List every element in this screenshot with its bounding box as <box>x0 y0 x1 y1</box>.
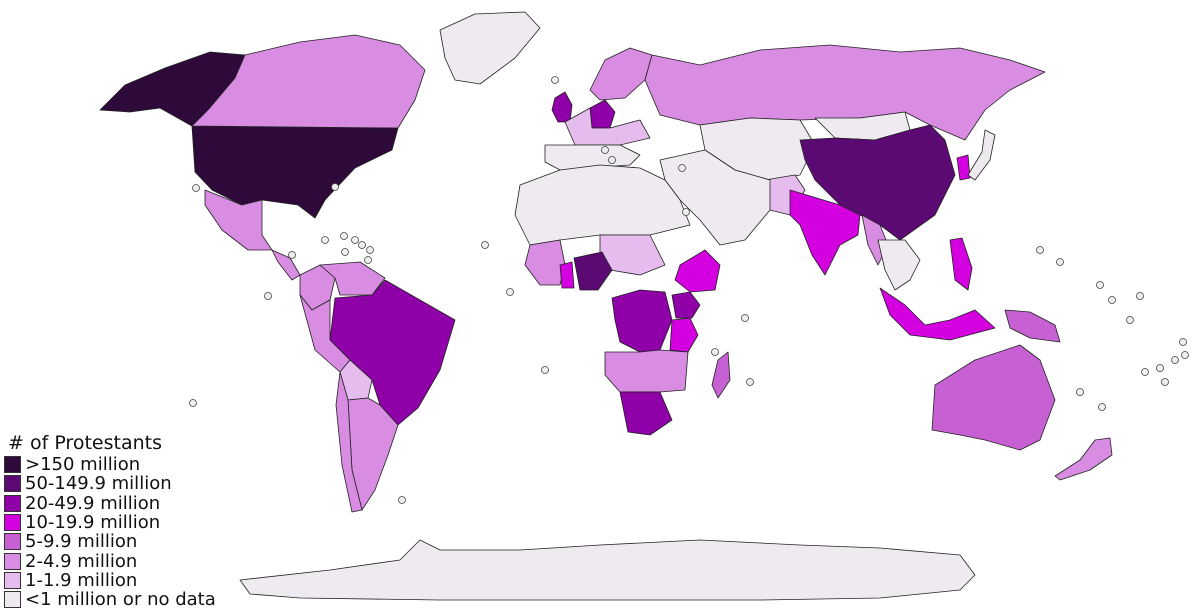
region-southern-europe <box>544 144 641 171</box>
island-marker <box>1108 296 1116 304</box>
legend-title: # of Protestants <box>8 432 162 454</box>
island-marker <box>321 236 329 244</box>
region-nigeria <box>573 251 613 291</box>
legend-swatch <box>4 456 21 474</box>
region-dr-congo <box>611 289 673 353</box>
island-marker <box>264 292 272 300</box>
island-marker <box>1156 364 1164 372</box>
legend-item: 50-149.9 million <box>4 474 254 493</box>
region-north-africa <box>514 164 691 246</box>
island-marker <box>608 156 616 164</box>
island-marker <box>358 241 366 249</box>
region-peru <box>299 294 351 373</box>
island-marker <box>1096 281 1104 289</box>
region-antarctica <box>239 539 976 601</box>
legend-swatch <box>4 552 21 570</box>
region-united-kingdom <box>551 91 573 123</box>
region-united-states <box>191 125 399 219</box>
region-indonesia <box>879 287 996 341</box>
island-marker <box>1141 368 1149 376</box>
island-marker <box>351 236 359 244</box>
island-marker <box>331 183 339 191</box>
legend-item: 20-49.9 million <box>4 494 254 513</box>
legend-swatch <box>4 514 21 532</box>
island-marker <box>551 76 559 84</box>
island-marker <box>364 256 372 264</box>
legend-item: >150 million <box>4 455 254 474</box>
region-canada <box>191 34 426 129</box>
island-marker <box>682 208 690 216</box>
legend-label: <1 million or no data <box>25 589 216 611</box>
island-marker <box>1126 316 1134 324</box>
island-marker <box>506 288 514 296</box>
region-ghana <box>559 261 575 289</box>
island-marker <box>1036 246 1044 254</box>
legend-swatch <box>4 475 21 493</box>
region-southeast-asia <box>877 239 921 291</box>
island-marker <box>678 164 686 172</box>
island-marker <box>1098 403 1106 411</box>
island-marker <box>741 314 749 322</box>
legend: # of Protestants >150 million 50-149.9 mi… <box>4 432 254 609</box>
legend-label: 10-19.9 million <box>25 512 161 534</box>
legend-swatch <box>4 571 21 589</box>
region-chile <box>335 371 363 513</box>
legend-swatch <box>4 494 21 512</box>
island-marker <box>1136 292 1144 300</box>
legend-item: 2-4.9 million <box>4 550 254 572</box>
region-scandinavia <box>589 47 653 101</box>
region-philippines <box>949 237 973 291</box>
legend-item: <1 million or no data <box>4 590 254 609</box>
region-korea <box>956 154 971 181</box>
legend-swatch <box>4 591 21 609</box>
region-tanzania <box>669 317 699 353</box>
legend-item: 10-19.9 million <box>4 513 254 532</box>
region-australia <box>931 344 1056 451</box>
island-marker <box>192 184 200 192</box>
island-marker <box>189 399 197 407</box>
region-germany <box>589 99 616 129</box>
region-china <box>799 124 956 241</box>
island-marker <box>1179 338 1187 346</box>
legend-label: 50-149.9 million <box>25 473 172 495</box>
region-central-america <box>271 249 301 281</box>
region-india <box>789 189 861 276</box>
island-marker <box>711 348 719 356</box>
island-marker <box>1171 356 1179 364</box>
island-marker <box>541 366 549 374</box>
island-marker <box>340 232 348 240</box>
island-marker <box>481 241 489 249</box>
island-marker <box>746 378 754 386</box>
region-ethiopia <box>674 249 721 293</box>
legend-item: 5-9.9 million <box>4 532 254 551</box>
region-west-africa <box>524 239 566 286</box>
region-madagascar <box>711 351 731 399</box>
region-papua <box>1004 309 1061 343</box>
island-marker <box>1181 351 1189 359</box>
legend-item: 1-1.9 million <box>4 571 254 590</box>
legend-label: >150 million <box>25 454 141 476</box>
island-marker <box>1076 388 1084 396</box>
island-marker <box>366 246 374 254</box>
region-new-zealand <box>1054 437 1113 481</box>
island-marker <box>398 496 406 504</box>
legend-swatch <box>4 533 21 551</box>
region-east-africa <box>671 291 701 319</box>
region-greenland <box>439 11 541 85</box>
legend-label: 5-9.9 million <box>25 531 138 553</box>
legend-label: 1-1.9 million <box>25 569 138 591</box>
island-marker <box>601 146 609 154</box>
island-marker <box>1161 378 1169 386</box>
region-south-africa <box>619 391 673 436</box>
island-marker <box>1056 258 1064 266</box>
legend-label: 20-49.9 million <box>25 492 161 514</box>
island-marker <box>288 251 296 259</box>
legend-label: 2-4.9 million <box>25 550 138 572</box>
region-southern-africa <box>604 349 689 393</box>
region-japan <box>967 129 996 181</box>
island-marker <box>341 248 349 256</box>
